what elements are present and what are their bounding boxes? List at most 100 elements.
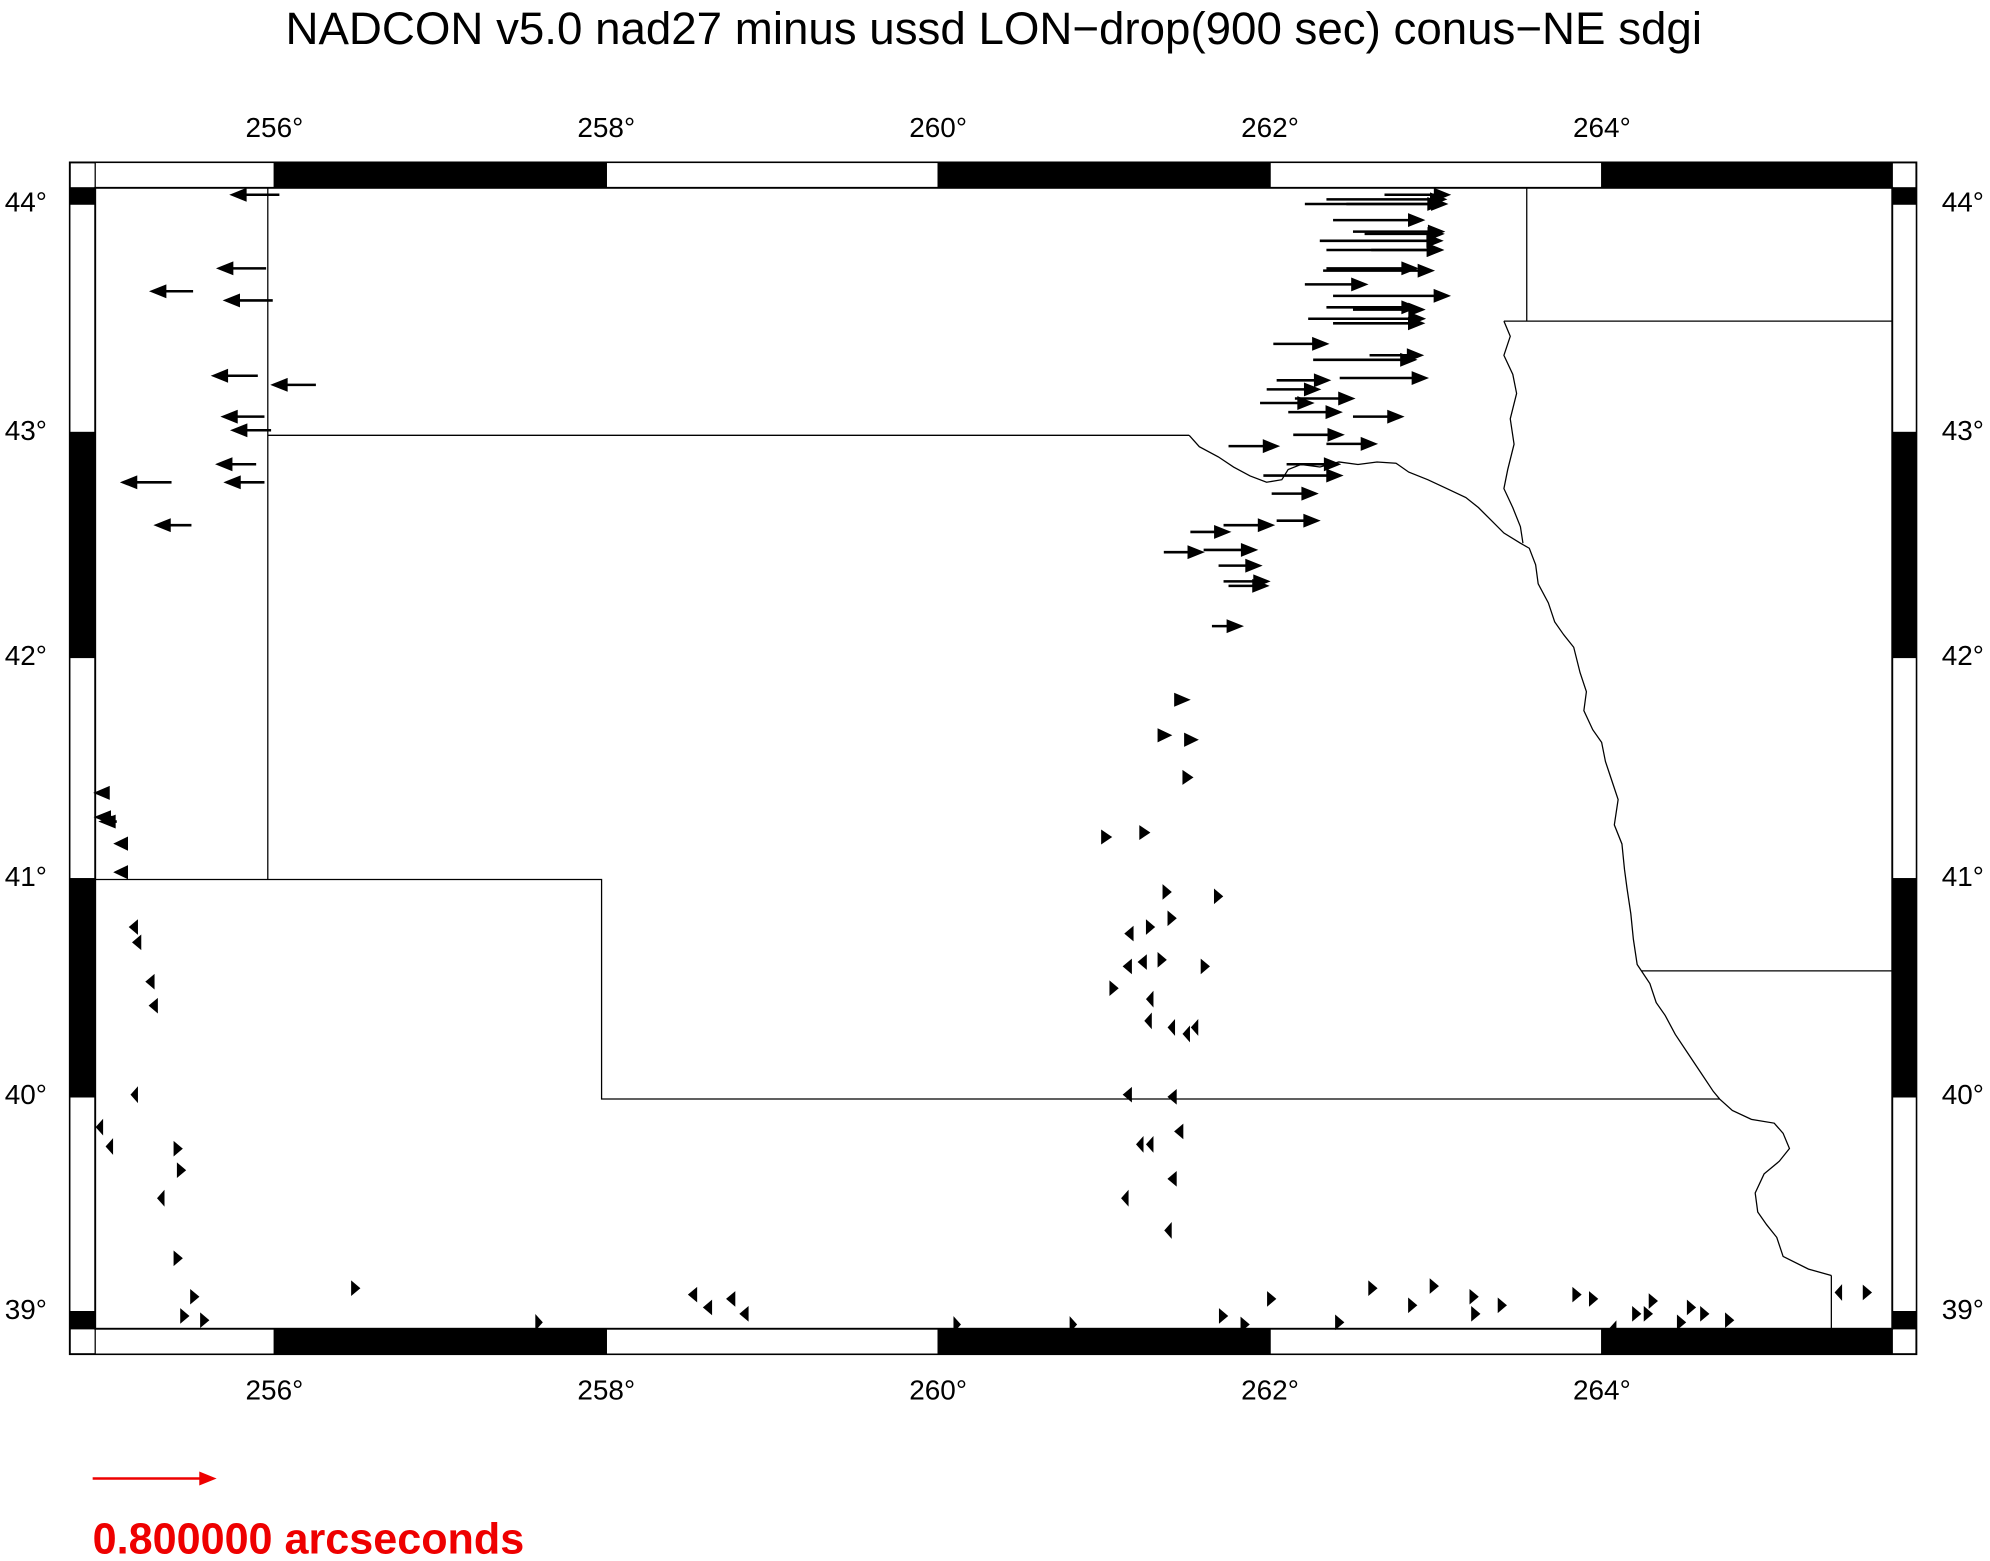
frame-band [1601,1328,1893,1355]
vector-arrow [1608,1320,1617,1338]
vector-arrow [153,518,192,533]
scale-arrow [92,1471,217,1486]
lat-tick-label: 39° [1942,1294,1984,1325]
frame-band [937,1328,1271,1355]
vector-arrow [132,934,142,951]
lat-tick-label: 42° [1942,640,1984,671]
lat-tick-label: 40° [5,1079,47,1110]
vector-arrow [1263,468,1344,483]
vector-arrow [145,973,155,990]
map-title: NADCON v5.0 nad27 minus ussd LON−drop(90… [285,3,1702,54]
vector-arrow [95,1118,104,1136]
lon-tick-label: 258° [577,1375,635,1406]
frame-band [273,1328,607,1355]
vector-arrow [1271,486,1319,501]
vector-arrow [176,1162,187,1179]
vector-arrow [1333,288,1452,303]
map-area [94,186,1894,1330]
vector-arrow [180,1308,190,1324]
vector-arrow [215,457,257,472]
vector-arrow [1408,1297,1418,1314]
vector-arrow [739,1306,749,1322]
vector-arrow [1471,1306,1481,1322]
vector-arrow [1276,373,1332,388]
vector-arrow [1369,348,1425,363]
vector-arrow [1174,692,1191,707]
frame-bands [69,161,1918,1355]
frame-band [1891,187,1918,205]
vector-arrow [1122,1086,1132,1103]
vector-arrow [1164,1222,1172,1239]
lat-tick-label: 43° [5,415,47,446]
vector-arrow [1137,954,1147,970]
vector-arrow [1182,1025,1190,1043]
vector-arrow [1167,1171,1177,1187]
vector-arrow [1288,405,1343,420]
vector-arrow [1228,578,1270,593]
vector-arrow [1686,1299,1697,1316]
river-border [1188,434,1832,1277]
vector-arrow [1469,1288,1479,1305]
state-border [95,878,1720,1100]
vector-arrow [173,1250,183,1267]
vector-arrow [1273,336,1330,351]
lon-tick-label: 256° [246,1375,304,1406]
vector-arrow [1700,1306,1710,1322]
vector-arrow [220,409,265,424]
vector-arrow [1326,436,1379,451]
lon-tick-label: 260° [909,1375,967,1406]
vector-arrow [1218,558,1263,573]
vector-arrow [1124,925,1134,942]
vector-arrow [1333,213,1426,228]
vector-arrow [1136,1135,1144,1153]
vector-arrow [535,1313,543,1331]
vector-arrow [1223,518,1276,533]
lat-tick-label: 44° [1942,186,1984,217]
vector-arrow [1101,829,1113,845]
frame-band [1891,203,1918,434]
frame-band [1269,161,1603,189]
frame-band [69,431,96,659]
vector-arrow [1364,226,1445,241]
vector-arrow [270,377,316,392]
vector-arrow [1145,1135,1154,1153]
lat-tick-label: 44° [5,186,47,217]
lon-tick-label: 260° [909,112,967,143]
frame-band [1891,1096,1918,1313]
vector-arrow [1182,769,1194,785]
lon-tick-label: 258° [577,112,635,143]
vector-arrow [1240,1316,1250,1333]
vector-arrow [1266,382,1322,397]
vector-arrow [1276,513,1321,528]
vector-arrow [1676,1314,1687,1331]
vector-arrow [1497,1297,1507,1314]
vector-arrow [1333,316,1426,331]
lon-tick-label: 256° [246,112,304,143]
frame-band [605,1328,939,1355]
vector-arrow [229,187,280,202]
vectors [93,187,1873,1338]
vector-arrow [1190,1018,1199,1036]
vector-arrow [1184,732,1199,747]
vector-arrow [223,475,265,490]
vector-arrow [157,1189,165,1207]
vector-arrow [1572,1286,1582,1303]
vector-arrow [1862,1284,1873,1301]
vector-arrow [1286,457,1342,472]
vector-arrow [215,261,267,276]
vector-arrow [1213,888,1224,905]
lat-tick-label: 43° [1942,415,1984,446]
vector-arrow [210,368,258,383]
vector-arrow [200,1312,210,1329]
vector-arrow [1200,958,1210,975]
vector-arrow [1371,243,1444,257]
frame-band [69,187,96,205]
vector-arrow [105,1138,114,1155]
frame-band [1891,656,1918,880]
vector-arrow [1157,728,1173,743]
vector-arrow [1632,1306,1642,1322]
vector-arrow [1384,187,1452,202]
frame-band [1601,161,1893,189]
vector-arrow [1260,396,1315,410]
vector-arrow [1162,884,1172,900]
